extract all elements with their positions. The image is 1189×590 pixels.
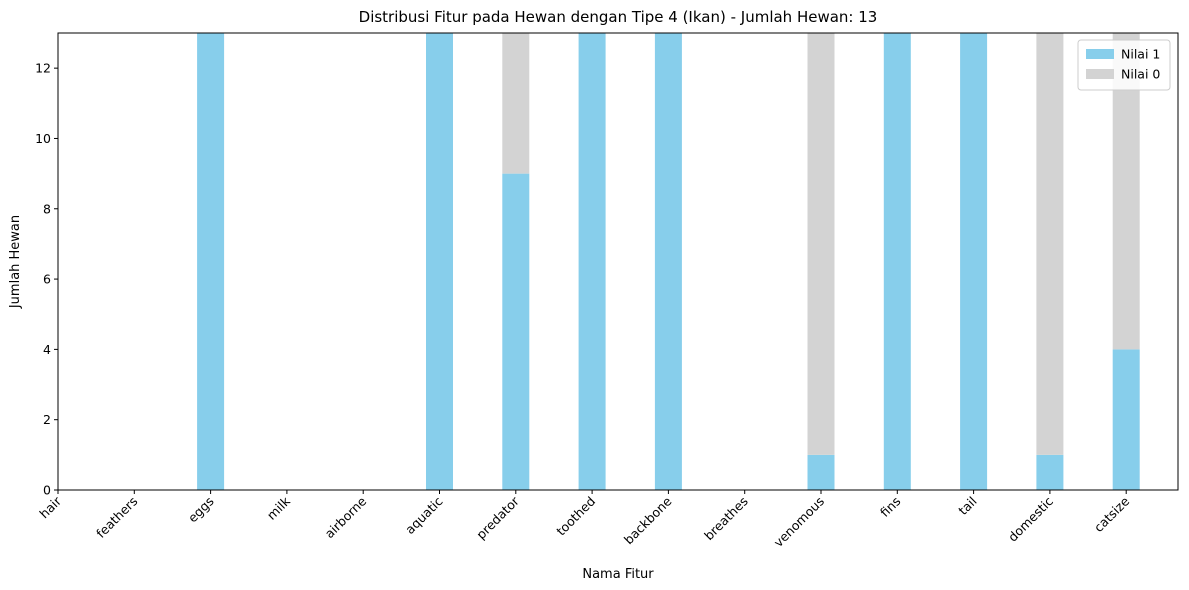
x-tick-label-eggs: eggs [185,494,217,526]
x-tick-label-feathers: feathers [93,494,140,541]
x-tick-label-domestic: domestic [1005,493,1056,544]
bar-venomous-series-2 [807,33,835,455]
y-tick-label: 6 [43,272,51,287]
x-tick-label-breathes: breathes [701,494,751,544]
bar-domestic-series-2 [1036,33,1064,455]
y-tick-label: 0 [43,483,51,498]
bar-backbone-series-1 [654,33,682,490]
plot-frame [57,32,1179,491]
x-tick-label-fins: fins [877,494,903,520]
x-axis: hair feathers eggs milk airborne aquatic preda… [36,490,1133,551]
x-tick-label-airborne: airborne [322,493,370,541]
legend-swatch-series-2 [1086,69,1114,79]
x-tick-label-predator: predator [473,493,522,542]
bar-fins-series-1 [883,33,911,490]
bar-catsize-series-1 [1112,349,1140,490]
bar-tail-series-1 [960,33,988,490]
y-tick-label: 4 [43,342,51,357]
x-tick-label-backbone: backbone [621,493,675,547]
bars-layer [197,33,1140,490]
x-tick-label-tail: tail [955,494,979,518]
bar-toothed-series-1 [578,33,606,490]
x-tick-label-milk: milk [264,493,294,523]
bar-aquatic-series-1 [426,33,453,490]
x-axis-label: Nama Fitur [582,567,654,582]
x-tick-label-aquatic: aquatic [402,493,446,537]
bar-domestic-series-1 [1036,454,1064,490]
x-tick-label-venomous: venomous [771,494,828,551]
legend-label-series-1: Nilai 1 [1121,47,1160,62]
y-tick-label: 8 [43,201,51,216]
y-tick-label: 2 [43,412,51,427]
bar-venomous-series-1 [807,454,835,490]
x-tick-label-catsize: catsize [1091,493,1133,535]
legend: Nilai 1 Nilai 0 [1077,39,1171,91]
bar-predator-series-1 [502,173,530,490]
bar-eggs-series-1 [197,33,225,490]
y-axis: 0 2 4 6 8 10 12 [35,61,58,498]
chart-title: Distribusi Fitur pada Hewan dengan Tipe … [359,8,878,26]
legend-label-series-2: Nilai 0 [1121,67,1160,82]
y-tick-label: 12 [35,61,51,76]
x-tick-label-hair: hair [36,493,64,521]
y-axis-label: Jumlah Hewan [8,215,23,309]
legend-swatch-series-1 [1086,49,1114,59]
x-tick-label-toothed: toothed [553,494,598,539]
bar-predator-series-2 [502,33,530,174]
y-tick-label: 10 [35,131,51,146]
